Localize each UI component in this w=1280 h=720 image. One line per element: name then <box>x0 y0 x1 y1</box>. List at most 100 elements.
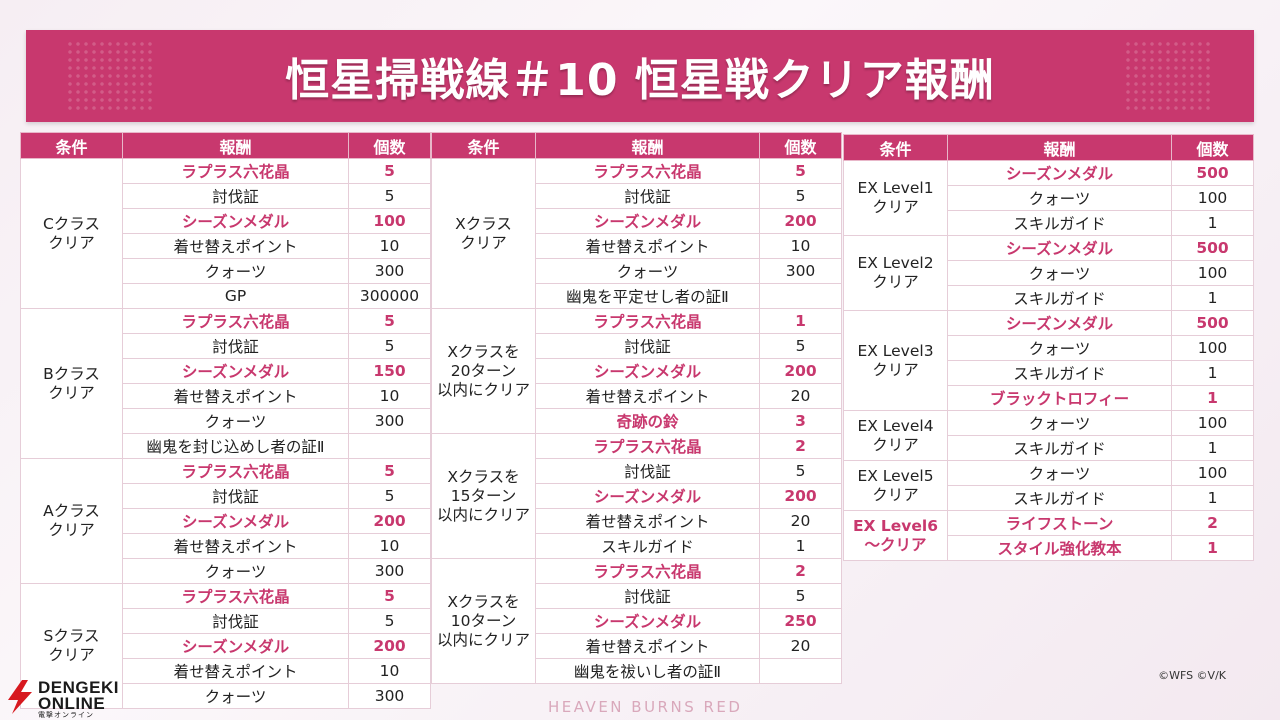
reward-quantity-cell: 200 <box>348 508 431 534</box>
reward-name-cell: 幽鬼を平定せし者の証Ⅱ <box>535 283 760 309</box>
table-row: 着せ替えポイント 10 <box>21 658 431 684</box>
header-quantity: 個数 <box>759 132 842 159</box>
condition-line: Aクラス <box>43 502 100 520</box>
reward-quantity-cell: 20 <box>759 383 842 409</box>
reward-quantity-cell: 1 <box>1171 385 1254 411</box>
reward-name-cell: ブラックトロフィー <box>947 385 1172 411</box>
reward-quantity-cell: 5 <box>348 583 431 609</box>
table-row: スキルガイド 1 <box>844 210 1254 236</box>
table-row: 着せ替えポイント 10 <box>432 233 842 259</box>
reward-quantity-cell: 2 <box>759 558 842 584</box>
header-condition: 条件 <box>431 132 536 159</box>
table-row: シーズンメダル 200 <box>432 358 842 384</box>
reward-quantity-cell: 300 <box>348 683 431 709</box>
reward-name-cell: クォーツ <box>122 683 349 709</box>
reward-name-cell: ラプラス六花晶 <box>122 458 349 484</box>
reward-quantity-cell: 5 <box>759 458 842 484</box>
condition-cell: Xクラスを 20ターン 以内にクリア <box>431 308 536 434</box>
table-row: 着せ替えポイント 20 <box>432 383 842 409</box>
reward-name-cell: シーズンメダル <box>535 208 760 234</box>
table-header-row: 条件 報酬 個数 <box>20 132 431 159</box>
condition-line: 20ターン <box>450 361 517 380</box>
reward-table-2: 条件 報酬 個数 Xクラス クリア ラプラス六花晶 5 討伐証 5 シーズンメダル 200 着せ… <box>431 132 842 684</box>
reward-table-1: 条件 報酬 個数 Cクラス クリア ラプラス六花晶 5 討伐証 5 シーズンメダル 100 着せ… <box>20 132 431 709</box>
reward-quantity-cell: 100 <box>1171 335 1254 361</box>
reward-name-cell: シーズンメダル <box>122 208 349 234</box>
reward-quantity-cell: 10 <box>348 383 431 409</box>
table-row: 幽鬼を祓いし者の証Ⅱ <box>432 658 842 684</box>
reward-quantity-cell: 5 <box>348 333 431 359</box>
reward-name-cell: スキルガイド <box>947 210 1172 236</box>
reward-quantity-cell: 1 <box>1171 485 1254 511</box>
header-reward: 報酬 <box>947 134 1172 161</box>
table-row: 幽鬼を平定せし者の証Ⅱ <box>432 283 842 309</box>
reward-name-cell: 討伐証 <box>122 608 349 634</box>
condition-line: EX Level1 <box>857 179 934 197</box>
table-row: 着せ替えポイント 20 <box>432 633 842 659</box>
reward-name-cell: クォーツ <box>122 558 349 584</box>
reward-name-cell: 討伐証 <box>535 333 760 359</box>
condition-line: クリア <box>460 233 507 252</box>
condition-line: クリア <box>48 521 95 539</box>
reward-quantity-cell: 200 <box>348 633 431 659</box>
reward-quantity-cell: 200 <box>759 208 842 234</box>
reward-quantity-cell: 5 <box>759 183 842 209</box>
logo-line-2: ONLINE <box>38 694 106 713</box>
reward-name-cell: 着せ替えポイント <box>535 633 760 659</box>
table-row: EX Level1 クリア シーズンメダル 500 <box>843 160 1254 236</box>
table-row: シーズンメダル 200 <box>21 508 431 534</box>
page-title: 恒星掃戦線＃10 恒星戦クリア報酬 <box>285 55 995 106</box>
reward-quantity-cell <box>759 658 842 684</box>
reward-name-cell: 討伐証 <box>122 483 349 509</box>
condition-cell: EX Level6 ～クリア <box>843 510 948 561</box>
reward-quantity-cell <box>348 433 431 459</box>
condition-line: EX Level2 <box>857 254 934 272</box>
reward-name-cell: ラプラス六花晶 <box>122 308 349 334</box>
title-banner: 恒星掃戦線＃10 恒星戦クリア報酬 <box>26 30 1254 122</box>
reward-quantity-cell: 1 <box>1171 435 1254 461</box>
lightning-bolt-icon <box>8 680 32 714</box>
reward-quantity-cell: 1 <box>1171 535 1254 561</box>
reward-name-cell: ラプラス六花晶 <box>535 558 760 584</box>
reward-name-cell: ラプラス六花晶 <box>122 583 349 609</box>
reward-quantity-cell <box>759 283 842 309</box>
condition-line: EX Level5 <box>857 466 934 485</box>
table-row: 着せ替えポイント 10 <box>21 233 431 259</box>
condition-line: Xクラス <box>455 214 512 233</box>
table-row: 着せ替えポイント 10 <box>21 533 431 559</box>
logo-line-1: DENGEKI <box>38 678 119 697</box>
table-row: 幽鬼を封じ込めし者の証Ⅱ <box>21 433 431 459</box>
reward-quantity-cell: 300 <box>759 258 842 284</box>
table-row: 奇跡の鈴 3 <box>432 408 842 434</box>
table-row: 討伐証 5 <box>21 183 431 209</box>
table-row: Bクラス クリア ラプラス六花晶 5 <box>20 308 431 459</box>
header-condition: 条件 <box>843 134 948 161</box>
header-condition: 条件 <box>20 132 123 159</box>
header-quantity: 個数 <box>1171 134 1254 161</box>
reward-name-cell: ラプラス六花晶 <box>122 158 349 184</box>
reward-quantity-cell: 2 <box>1171 510 1254 536</box>
table-row: Xクラスを 15ターン 以内にクリア ラプラス六花晶 2 <box>431 433 842 559</box>
reward-quantity-cell: 100 <box>1171 185 1254 211</box>
table-row: Xクラスを 10ターン 以内にクリア ラプラス六花晶 2 <box>431 558 842 684</box>
condition-line: クリア <box>872 198 919 216</box>
table-row: Xクラス クリア ラプラス六花晶 5 <box>431 158 842 309</box>
condition-line: クリア <box>48 383 95 402</box>
reward-name-cell: 討伐証 <box>122 183 349 209</box>
reward-quantity-cell: 100 <box>1171 260 1254 286</box>
condition-line: ～クリア <box>864 535 927 554</box>
reward-quantity-cell: 5 <box>759 158 842 184</box>
table-row: スタイル強化教本 1 <box>844 535 1254 561</box>
condition-line: EX Level6 <box>852 516 939 535</box>
reward-name-cell: シーズンメダル <box>122 508 349 534</box>
condition-cell: Xクラスを 15ターン 以内にクリア <box>431 433 536 559</box>
table-row: 討伐証 5 <box>432 458 842 484</box>
reward-quantity-cell: 200 <box>759 483 842 509</box>
condition-line: クリア <box>872 273 919 291</box>
reward-quantity-cell: 5 <box>348 183 431 209</box>
reward-quantity-cell: 5 <box>348 158 431 184</box>
table-header-row: 条件 報酬 個数 <box>843 134 1254 161</box>
reward-name-cell: シーズンメダル <box>947 235 1172 261</box>
reward-name-cell: スキルガイド <box>947 285 1172 311</box>
reward-quantity-cell: 300 <box>348 408 431 434</box>
